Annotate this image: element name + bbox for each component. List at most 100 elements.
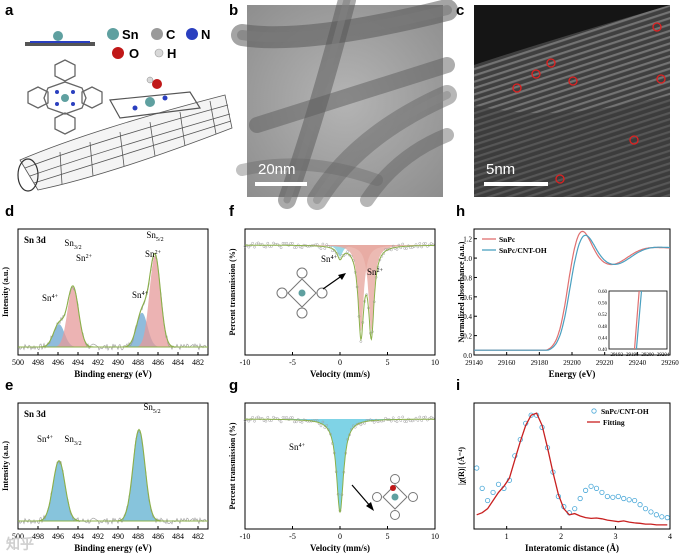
x-tick-label: 482	[192, 358, 204, 367]
x-tick-label: 500	[12, 358, 24, 367]
benzo-ring	[316, 287, 328, 299]
inset-x-tick-label: 29200	[641, 353, 654, 358]
panel-label-c: c	[456, 2, 465, 19]
x-tick-label: -10	[240, 532, 251, 541]
panel-label-b: b	[229, 2, 239, 19]
inset-x-tick-label: 29192	[610, 353, 623, 358]
data-point	[395, 420, 399, 424]
data-point	[272, 415, 275, 419]
data-point	[279, 246, 283, 250]
peak-label-sn5-2: Sn5/2	[146, 230, 163, 243]
snpc-oh-molecule-inset	[372, 474, 418, 520]
data-point	[397, 243, 401, 247]
data-point	[300, 246, 304, 250]
y-tick-label: 0.6	[463, 294, 472, 302]
data-point	[588, 483, 594, 489]
peak-label-sn4plus: Sn4+	[42, 293, 59, 303]
benzo-ring	[390, 474, 400, 484]
peak-label-sn3-2: Sn3/2	[64, 238, 81, 251]
xps-chart-e: 500 498 496 494 492 490 488 486 484 482 Binding en…	[1, 402, 209, 553]
data-point	[418, 242, 422, 245]
x-tick-label: 29240	[629, 359, 647, 367]
data-point	[391, 416, 395, 420]
data-point	[251, 415, 254, 419]
xps-chart-d: 500 498 496 494 492 490 488 486 484 482 Binding en…	[1, 228, 209, 379]
x-axis-label: Velocity (mm/s)	[310, 369, 370, 379]
data-point	[401, 242, 405, 246]
data-point	[321, 420, 325, 424]
data-point	[294, 420, 298, 424]
legend-sn: Sn	[122, 27, 139, 42]
inset-x-tick-label: 29204	[657, 353, 670, 358]
data-point	[293, 246, 296, 249]
data-point	[490, 489, 496, 496]
x-tick-label: 29160	[498, 359, 516, 367]
snpc-on-tube	[109, 76, 202, 119]
x-axis-label: Interatomic distance (Å)	[525, 543, 619, 553]
y-tick-label: 0.8	[463, 274, 472, 282]
x-tick-label: 5	[386, 532, 390, 541]
x-tick-label: 498	[32, 358, 44, 367]
data-point	[610, 494, 616, 500]
x-tick-label: 484	[172, 358, 184, 367]
x-tick-label: 486	[152, 358, 164, 367]
data-point	[266, 241, 270, 245]
y-tick-label: 0.4	[463, 313, 472, 321]
exafs-chart-i: 1 2 3 4 Interatomic distance (Å) |χ(R)| (Å⁻⁴)…	[457, 402, 672, 553]
sn-atom	[298, 289, 306, 297]
peak-sn4-3d3-2	[18, 324, 208, 347]
peak-sn2-3d5-2	[18, 255, 208, 347]
molecule-ring	[287, 278, 317, 308]
data-point	[485, 497, 491, 504]
data-point	[277, 244, 281, 248]
data-point	[474, 465, 480, 471]
data-point	[247, 419, 251, 423]
peak-label-sn5-2: Sn5/2	[143, 402, 160, 415]
x-tick-label: 1	[505, 532, 509, 541]
data-point	[495, 481, 502, 487]
data-point	[424, 415, 427, 419]
data-point	[281, 241, 285, 245]
data-point	[283, 242, 287, 245]
panel-label-a: a	[5, 2, 14, 19]
x-tick-label: 498	[32, 532, 44, 541]
x-tick-label: 492	[92, 532, 104, 541]
data-point	[572, 506, 578, 512]
data-point	[281, 416, 285, 419]
x-tick-label: 490	[112, 358, 124, 367]
inset-x-tick-label: 29196	[626, 353, 639, 358]
data-point	[479, 485, 485, 491]
data-point	[659, 514, 665, 520]
legend-swatch	[591, 408, 597, 414]
data-point	[323, 247, 327, 250]
tem-image-b	[231, 0, 458, 210]
x-tick-label: 488	[132, 532, 144, 541]
legend-label: SnPc	[499, 235, 516, 244]
arrow-line	[351, 484, 372, 508]
data-point	[293, 420, 296, 424]
x-tick-label: 496	[52, 358, 64, 367]
data-point	[429, 415, 433, 419]
watermark: 知乎	[6, 536, 34, 552]
peak-sn4-3d3-2	[18, 460, 208, 521]
inset-y-tick-label: 0.40	[598, 348, 607, 353]
arrow-head	[338, 273, 346, 280]
benzo-ring	[408, 492, 418, 502]
data-point	[405, 247, 408, 250]
peak-label-sn4plus: Sn4+	[37, 434, 54, 444]
x-tick-label: 4	[668, 532, 672, 541]
x-tick-label: 492	[92, 358, 104, 367]
data-point	[403, 419, 406, 423]
data-point	[403, 246, 406, 250]
data-point	[294, 246, 298, 249]
data-point	[648, 509, 654, 515]
x-tick-label: 484	[172, 532, 184, 541]
peak-label-sn2plus: Sn2+	[145, 249, 162, 259]
data-point	[291, 416, 294, 420]
legend-label: SnPc/CNT-OH	[499, 246, 547, 255]
data-point	[279, 420, 283, 424]
x-tick-label: 29260	[661, 359, 679, 367]
data-point	[319, 247, 323, 251]
plot-frame	[473, 402, 671, 530]
x-tick-label: 0	[338, 358, 342, 367]
